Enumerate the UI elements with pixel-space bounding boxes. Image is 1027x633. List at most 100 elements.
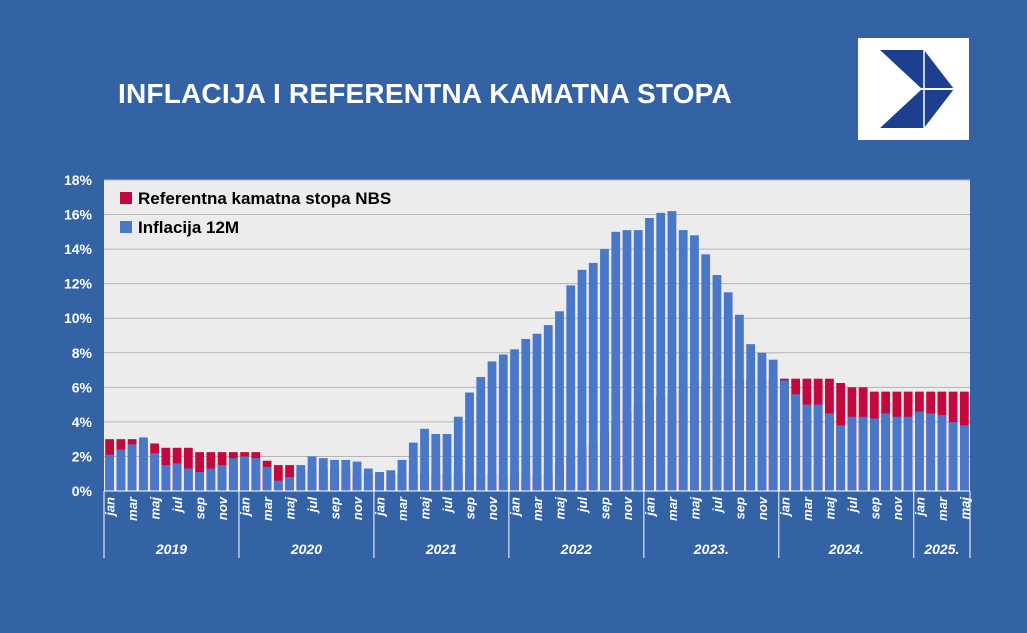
bar-inflacija xyxy=(510,349,519,491)
bar-inflacija xyxy=(543,325,553,491)
bar-inflacija xyxy=(330,459,339,491)
month-tick-label: maj xyxy=(687,497,702,520)
year-label: 2022 xyxy=(560,541,592,557)
y-tick-label: 6% xyxy=(72,379,93,395)
y-tick-label: 12% xyxy=(64,276,93,292)
bar-inflacija xyxy=(813,404,823,491)
bar-inflacija xyxy=(735,314,744,491)
legend-swatch xyxy=(120,192,132,204)
bar-inflacija xyxy=(532,333,542,491)
bar-inflacija xyxy=(847,416,857,491)
bar-inflacija xyxy=(926,413,936,491)
logo-blue-upper-shape xyxy=(880,50,954,89)
bar-inflacija xyxy=(465,392,474,491)
bar-inflacija xyxy=(116,449,126,491)
month-tick-label: maj xyxy=(283,497,298,520)
bar-inflacija xyxy=(622,230,632,491)
bar-inflacija xyxy=(453,416,463,491)
month-tick-label: sep xyxy=(193,497,208,519)
bar-inflacija xyxy=(633,230,643,491)
bar-inflacija xyxy=(307,456,317,491)
month-tick-label: maj xyxy=(957,497,972,520)
bar-inflacija xyxy=(858,416,868,491)
year-label: 2025. xyxy=(923,541,959,557)
bar-inflacija xyxy=(318,458,328,491)
bar-inflacija xyxy=(217,465,227,491)
bar-inflacija xyxy=(161,465,171,491)
month-tick-label: nov xyxy=(485,496,500,520)
bar-inflacija xyxy=(442,433,452,491)
bar-inflacija xyxy=(240,456,249,491)
bar-inflacija xyxy=(712,275,722,491)
legend-swatch xyxy=(120,221,132,233)
month-tick-label: jul xyxy=(575,497,590,515)
month-tick-label: maj xyxy=(552,497,567,520)
bar-inflacija xyxy=(746,344,756,491)
y-tick-label: 8% xyxy=(72,345,93,361)
bar-inflacija xyxy=(375,471,384,491)
year-label: 2023. xyxy=(693,541,729,557)
bar-inflacija xyxy=(476,376,486,491)
bar-inflacija xyxy=(937,414,947,491)
bar-inflacija xyxy=(780,380,789,491)
bar-inflacija xyxy=(273,480,283,491)
bar-inflacija xyxy=(352,461,362,491)
bar-inflacija xyxy=(825,413,834,491)
bar-inflacija xyxy=(667,211,677,491)
month-tick-label: sep xyxy=(328,497,343,519)
bar-inflacija xyxy=(206,468,216,491)
bar-inflacija xyxy=(892,416,902,491)
bar-inflacija xyxy=(836,425,846,491)
month-tick-label: sep xyxy=(597,497,612,519)
bar-inflacija xyxy=(498,354,508,491)
bar-inflacija xyxy=(138,437,148,491)
bar-inflacija xyxy=(802,404,812,491)
month-tick-label: mar xyxy=(800,496,815,521)
year-label: 2021 xyxy=(425,541,457,557)
y-tick-label: 0% xyxy=(72,483,93,499)
bar-inflacija xyxy=(903,416,913,491)
bar-inflacija xyxy=(397,459,407,491)
month-tick-label: nov xyxy=(350,496,365,520)
month-tick-label: maj xyxy=(418,497,433,520)
y-tick-label: 2% xyxy=(72,448,93,464)
bar-inflacija xyxy=(645,218,654,491)
bar-inflacija xyxy=(420,428,429,491)
y-tick-label: 16% xyxy=(64,207,93,223)
year-label: 2019 xyxy=(155,541,187,557)
year-label: 2024. xyxy=(828,541,864,557)
bar-inflacija xyxy=(105,454,115,491)
bar-inflacija xyxy=(431,433,441,491)
month-tick-label: jul xyxy=(170,497,185,515)
month-tick-label: jan xyxy=(777,497,792,518)
month-tick-label: nov xyxy=(215,496,230,520)
bar-inflacija xyxy=(757,352,767,491)
month-tick-label: nov xyxy=(890,496,905,520)
bar-referentna-stopa xyxy=(273,465,283,491)
month-tick-label: mar xyxy=(665,496,680,521)
month-tick-label: jan xyxy=(238,497,253,518)
bar-inflacija xyxy=(678,230,688,491)
logo-blue-lower-shape xyxy=(880,89,954,128)
month-tick-label: mar xyxy=(530,496,545,521)
bar-inflacija xyxy=(791,394,801,491)
month-tick-label: jan xyxy=(642,497,657,518)
month-tick-label: sep xyxy=(732,497,747,519)
bar-referentna-stopa xyxy=(195,452,204,491)
month-tick-label: jul xyxy=(440,497,455,515)
bar-inflacija xyxy=(386,470,396,491)
year-label: 2020 xyxy=(290,541,322,557)
bar-inflacija xyxy=(870,418,879,491)
month-tick-label: jul xyxy=(305,497,320,515)
logo xyxy=(858,38,969,140)
month-tick-label: maj xyxy=(148,497,163,520)
bar-inflacija xyxy=(959,425,969,491)
month-tick-label: sep xyxy=(463,497,478,519)
month-tick-label: mar xyxy=(125,496,140,521)
bar-inflacija xyxy=(150,452,159,491)
nbs-logo-icon xyxy=(880,50,955,128)
bar-inflacija xyxy=(611,231,621,492)
month-tick-label: sep xyxy=(867,497,882,519)
y-tick-label: 14% xyxy=(64,241,93,257)
